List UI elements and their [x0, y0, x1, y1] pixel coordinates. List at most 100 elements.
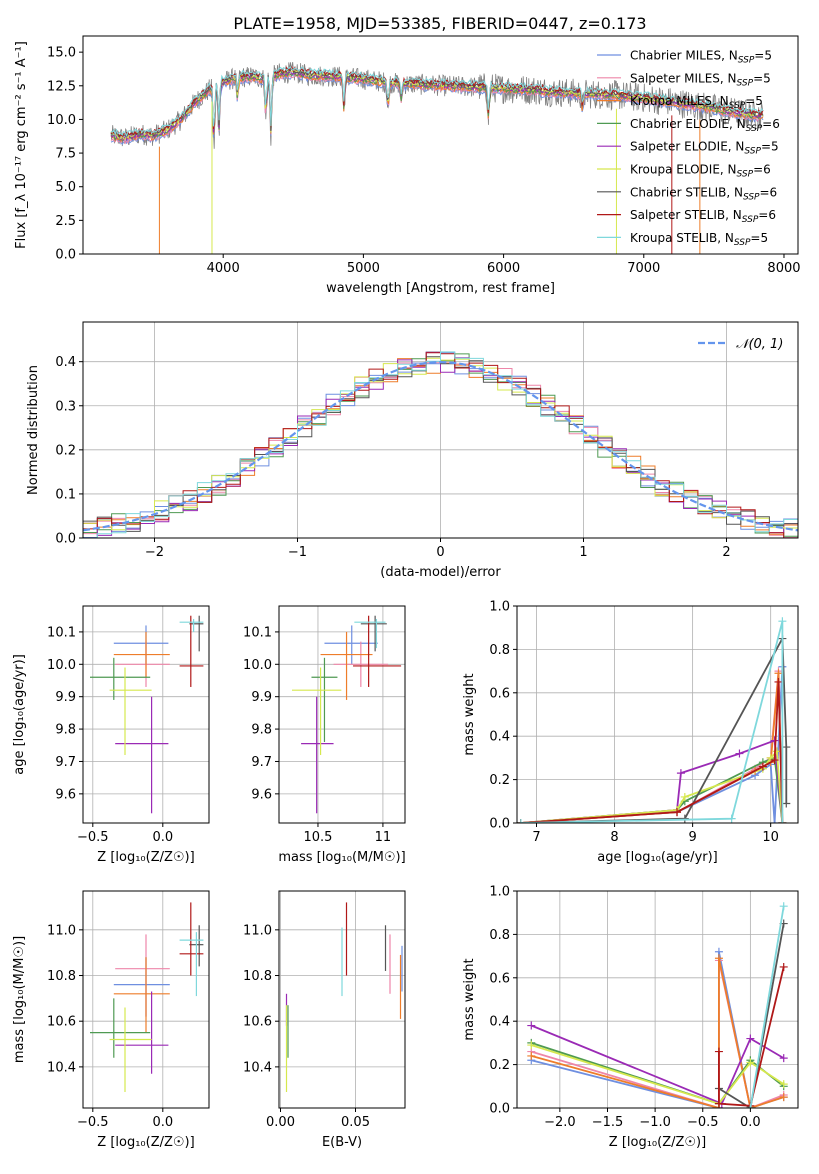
- histogram-step: [83, 351, 798, 538]
- y-tick-label: 0.6: [489, 686, 510, 701]
- plot-area-residuals: [83, 351, 798, 538]
- y-tick-label: 10.0: [47, 113, 76, 128]
- y-tick-label: 1.0: [489, 885, 510, 900]
- x-tick-label: 0.05: [341, 1115, 370, 1130]
- normal-reference-curve: [83, 360, 798, 532]
- axes-mass-vs-Z: −0.5 0.0 10.4 10.6 10.8 11.0 Z [log₁₀(Z/Z☉)] ma…: [12, 890, 210, 1150]
- x-tick-label: 1: [579, 545, 587, 560]
- plot-area-weight-vs-age: [517, 617, 791, 823]
- plot-area-age-vs-Z: [90, 615, 204, 814]
- plot-area-mass-vs-ebv: [285, 902, 403, 1093]
- y-tick-label: 9.8: [55, 723, 76, 738]
- y-tick-label: 5.0: [55, 180, 76, 195]
- spectrum-legend: Chabrier MILES, NSSP=5 Salpeter MILES, NS…: [597, 49, 780, 248]
- y-tick-label: 10.1: [243, 625, 272, 640]
- weight-marker: [779, 902, 788, 911]
- plot-area-mass-vs-Z: [90, 902, 204, 1093]
- y-axis-label: mass [log₁₀(M/M☉)]: [12, 936, 27, 1063]
- y-tick-label: 9.8: [251, 723, 272, 738]
- weight-marker: [782, 743, 791, 752]
- legend-entry: Chabrier MILES, NSSP=5: [630, 49, 772, 66]
- x-tick-label: 4000: [207, 261, 240, 276]
- x-tick-label: 0.0: [152, 1115, 173, 1130]
- weight-marker: [714, 1047, 723, 1056]
- axes-frame: [82, 605, 210, 824]
- x-tick-label: −0.5: [687, 1115, 719, 1130]
- y-tick-label: 0.0: [489, 1102, 510, 1117]
- y-tick-label: 10.6: [243, 1015, 272, 1030]
- x-tick-label: 2: [722, 545, 730, 560]
- weight-marker: [735, 749, 744, 758]
- plot-area-weight-vs-Z: [527, 902, 788, 1108]
- weight-marker: [782, 799, 791, 808]
- x-axis-label: age [log₁₀(age/yr)]: [597, 850, 718, 865]
- x-axis-label: Z [log₁₀(Z/Z☉)]: [97, 850, 194, 865]
- y-tick-label: 15.0: [47, 46, 76, 61]
- y-tick-label: 0.4: [489, 730, 510, 745]
- y-tick-label: 0.6: [489, 971, 510, 986]
- y-tick-label: 10.4: [47, 1060, 76, 1075]
- weight-line: [749, 906, 785, 1108]
- plot-area-spectrum: [110, 61, 764, 254]
- weight-line: [530, 1024, 785, 1105]
- x-axis-label: (data-model)/error: [380, 565, 501, 580]
- x-tick-label: 9: [688, 830, 696, 845]
- legend-entry: Kroupa ELODIE, NSSP=6: [630, 163, 771, 180]
- y-axis-label: mass weight: [462, 673, 477, 755]
- weight-marker: [770, 819, 779, 823]
- axes-residuals: −2 −1 0 1 2 0.0 0.1 0.2 0.3 0.4 (data-model)/error…: [26, 321, 799, 580]
- x-tick-label: −0.5: [77, 1115, 109, 1130]
- x-tick-label: −1.0: [639, 1115, 671, 1130]
- x-tick-label: 0.0: [152, 830, 173, 845]
- weight-marker: [758, 762, 767, 771]
- axes-spectrum: 4000 5000 6000 7000 8000 0.0 2.5 5.0 7.5 10.0 12.5…: [14, 35, 801, 296]
- x-tick-label: 5000: [347, 261, 380, 276]
- legend-entry: Kroupa MILES, NSSP=5: [630, 94, 763, 111]
- axes-frame: [516, 890, 799, 1109]
- axes-weight-vs-age: 7 8 9 10 0.0 0.2 0.4 0.6 0.8 1.0 age [log₁₀(age/yr…: [462, 600, 799, 865]
- x-axis-label: wavelength [Angstrom, rest frame]: [326, 281, 555, 296]
- y-tick-label: 0.0: [489, 817, 510, 832]
- x-tick-label: 7: [532, 830, 540, 845]
- weight-marker: [779, 1080, 788, 1089]
- y-axis-label: Normed distribution: [26, 365, 41, 495]
- y-tick-label: 9.6: [55, 787, 76, 802]
- axes-frame: [278, 605, 406, 824]
- y-tick-label: 12.5: [47, 79, 76, 94]
- y-tick-label: 0.0: [55, 248, 76, 263]
- weight-marker: [770, 756, 779, 765]
- y-tick-label: 0.8: [489, 928, 510, 943]
- y-tick-label: 0.2: [489, 1058, 510, 1073]
- y-tick-label: 9.9: [55, 690, 76, 705]
- x-axis-label: mass [log₁₀(M/M☉)]: [278, 850, 405, 865]
- x-tick-label: 11: [375, 830, 392, 845]
- y-tick-label: 10.4: [243, 1060, 272, 1075]
- plot-area-age-vs-mass: [291, 615, 402, 814]
- x-tick-label: 0.00: [266, 1115, 295, 1130]
- axes-age-vs-Z: −0.5 0.0 9.6 9.7 9.8 9.9 10.0 10.1 Z [log₁₀(Z/Z☉…: [12, 605, 210, 865]
- y-tick-label: 0.4: [55, 355, 76, 370]
- weight-marker: [727, 814, 736, 823]
- weight-marker: [779, 1093, 788, 1102]
- y-tick-label: 9.6: [251, 787, 272, 802]
- weight-marker: [527, 1041, 536, 1050]
- weight-line: [718, 923, 785, 1108]
- y-tick-label: 10.6: [47, 1015, 76, 1030]
- y-tick-label: 7.5: [55, 147, 76, 162]
- weight-marker: [774, 677, 783, 686]
- plots-group: 4000 5000 6000 7000 80000.02.55.07.510.012.5…: [12, 35, 801, 1150]
- x-tick-label: 10: [762, 830, 779, 845]
- y-tick-label: 0.0: [55, 532, 76, 547]
- y-tick-label: 0.1: [55, 487, 76, 502]
- axes-frame: [516, 605, 799, 824]
- x-tick-label: −0.5: [77, 830, 109, 845]
- axes-age-vs-mass: 10.5 11 9.6 9.7 9.8 9.9 10.0 10.1 mass [log₁₀(M/…: [243, 605, 406, 865]
- weight-line: [718, 966, 785, 1107]
- weight-marker: [779, 962, 788, 971]
- weight-marker: [680, 814, 689, 823]
- y-tick-label: 10.8: [243, 969, 272, 984]
- axes-frame: [82, 890, 210, 1109]
- weight-marker: [779, 1054, 788, 1063]
- x-axis-label: Z [log₁₀(Z/Z☉)]: [97, 1135, 194, 1150]
